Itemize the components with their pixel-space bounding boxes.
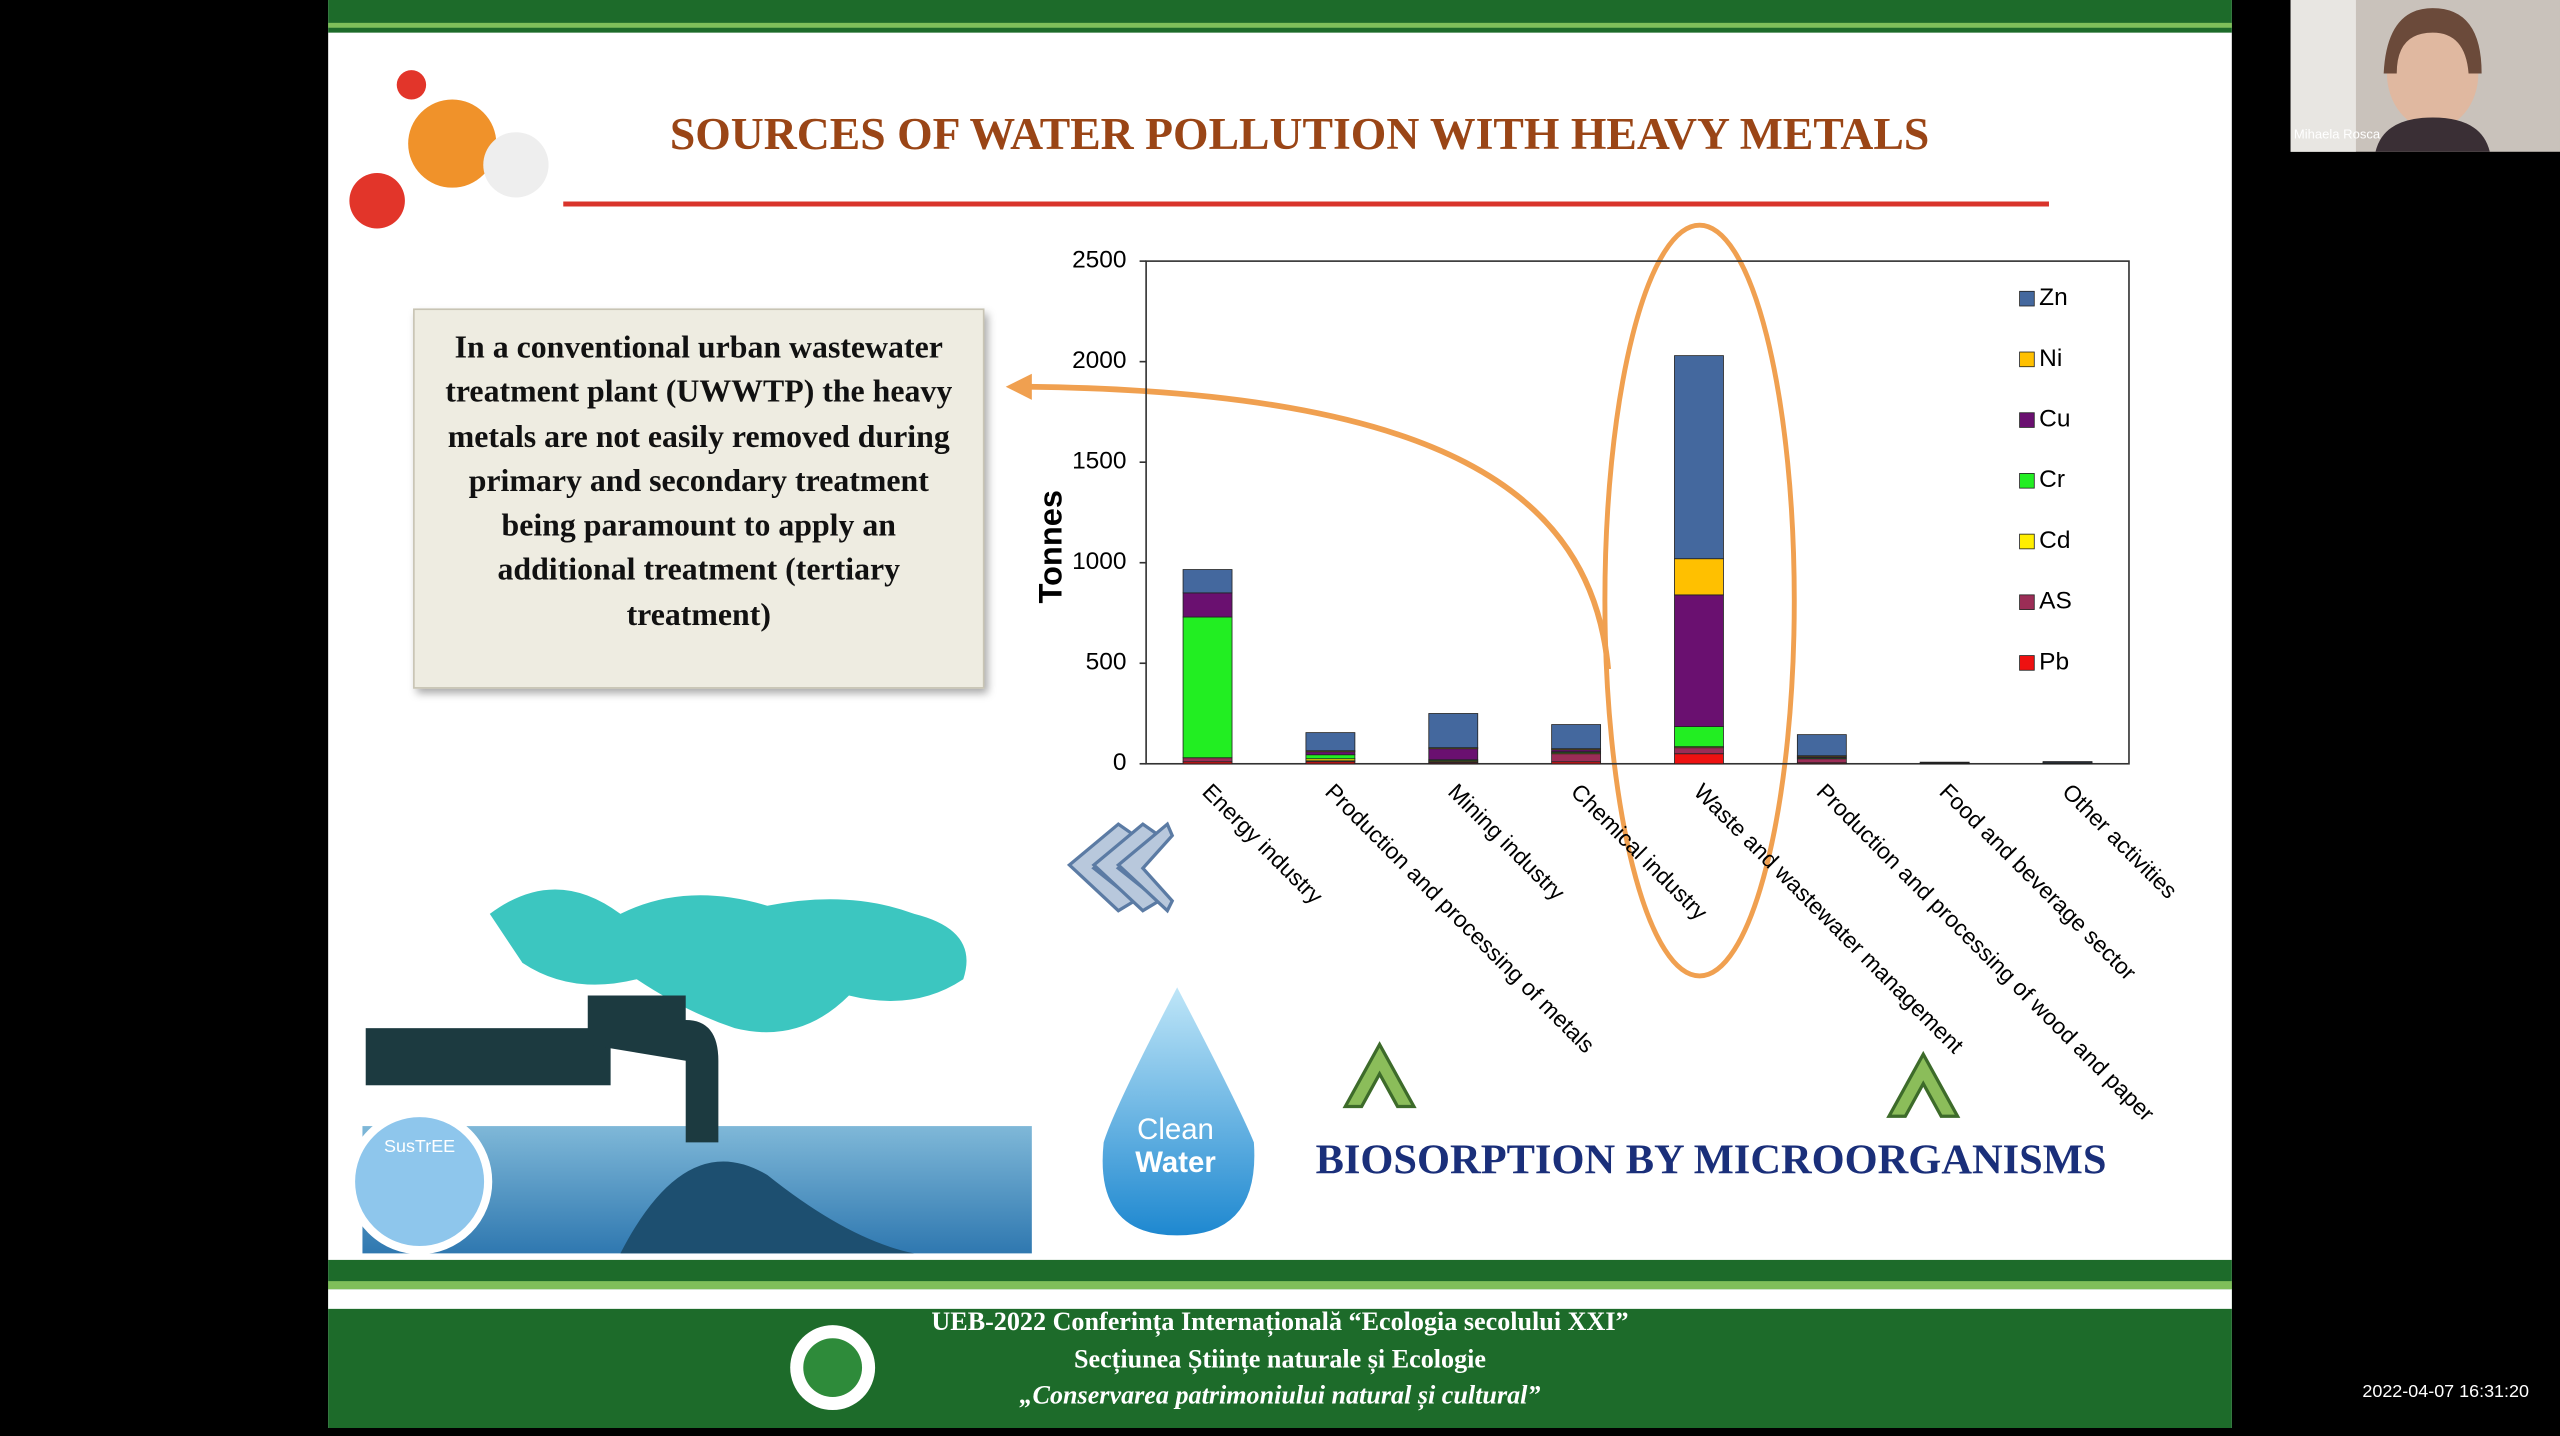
bar-segment bbox=[1674, 595, 1723, 727]
bar-segment bbox=[1797, 735, 1846, 756]
legend-label: Cu bbox=[2039, 406, 2070, 433]
legend-swatch bbox=[2020, 291, 2035, 306]
bar-segment bbox=[1920, 762, 1969, 763]
y-tick-label: 0 bbox=[1113, 749, 1127, 776]
bar-segment bbox=[1183, 758, 1232, 762]
bar-segment bbox=[1674, 727, 1723, 747]
y-axis-label: Tonnes bbox=[1032, 490, 1069, 604]
bar-segment bbox=[1674, 748, 1723, 754]
footer-logo-inner bbox=[803, 1338, 862, 1397]
bar-segment bbox=[1306, 733, 1355, 751]
y-tick-label: 2500 bbox=[1072, 247, 1126, 274]
legend-swatch bbox=[2020, 413, 2035, 428]
footer-line: „Conservarea patrimoniului natural și cu… bbox=[1020, 1381, 1541, 1411]
bar-segment bbox=[1183, 617, 1232, 758]
legend-swatch bbox=[2020, 656, 2035, 671]
bar-segment bbox=[1183, 570, 1232, 593]
legend-swatch bbox=[2020, 473, 2035, 488]
y-tick-label: 2000 bbox=[1072, 347, 1126, 374]
city-silhouette bbox=[366, 1028, 611, 1085]
bar-segment bbox=[1552, 754, 1601, 762]
banner: BIOSORPTION BY MICROORGANISMS bbox=[1316, 1136, 2107, 1183]
timestamp: 2022-04-07 16:31:20 bbox=[2362, 1381, 2529, 1401]
footer-line: Secțiunea Științe naturale și Ecologie bbox=[1074, 1345, 1486, 1375]
legend-label: Cr bbox=[2039, 466, 2065, 493]
y-tick-label: 1000 bbox=[1072, 548, 1126, 575]
legend-label: Pb bbox=[2039, 648, 2069, 675]
bar-segment bbox=[1429, 749, 1478, 760]
drop-label: Clean bbox=[1137, 1113, 1214, 1146]
bar-segment bbox=[1797, 759, 1846, 763]
legend-label: Cd bbox=[2039, 527, 2070, 554]
bar-segment bbox=[2043, 762, 2092, 763]
bottom-stripe bbox=[328, 1281, 2232, 1289]
logo-badge bbox=[351, 1113, 488, 1250]
logo-text: SusTrEE bbox=[384, 1136, 455, 1156]
deco-circle bbox=[349, 173, 405, 228]
bar-segment bbox=[1552, 725, 1601, 749]
bar-segment bbox=[1674, 559, 1723, 595]
footer-line: UEB-2022 Conferința Internațională “Ecol… bbox=[931, 1307, 1628, 1337]
participant-name: Mihaela Rosca bbox=[2294, 127, 2381, 142]
bar-segment bbox=[1674, 754, 1723, 764]
legend-label: Ni bbox=[2039, 345, 2062, 372]
legend-label: Zn bbox=[2039, 284, 2068, 311]
drop-label: Water bbox=[1135, 1146, 1216, 1179]
y-tick-label: 500 bbox=[1086, 649, 1127, 676]
bar-segment bbox=[1306, 755, 1355, 759]
bar-segment bbox=[1674, 356, 1723, 559]
bar-segment bbox=[1429, 714, 1478, 748]
bar-segment bbox=[1306, 752, 1355, 755]
bottom-white bbox=[328, 1289, 2232, 1309]
deco-circle bbox=[397, 70, 426, 99]
legend-swatch bbox=[2020, 352, 2035, 367]
info-box: In a conventional urban wastewater treat… bbox=[413, 308, 984, 688]
legend-swatch bbox=[2020, 595, 2035, 610]
legend-swatch bbox=[2020, 534, 2035, 549]
slide-title: SOURCES OF WATER POLLUTION WITH HEAVY ME… bbox=[670, 108, 1929, 159]
top-stripe bbox=[328, 23, 2232, 28]
legend-label: AS bbox=[2039, 588, 2072, 615]
y-tick-label: 1500 bbox=[1072, 448, 1126, 475]
bar-segment bbox=[1183, 593, 1232, 617]
deco-circle bbox=[483, 132, 548, 197]
deco-circle bbox=[408, 100, 496, 188]
